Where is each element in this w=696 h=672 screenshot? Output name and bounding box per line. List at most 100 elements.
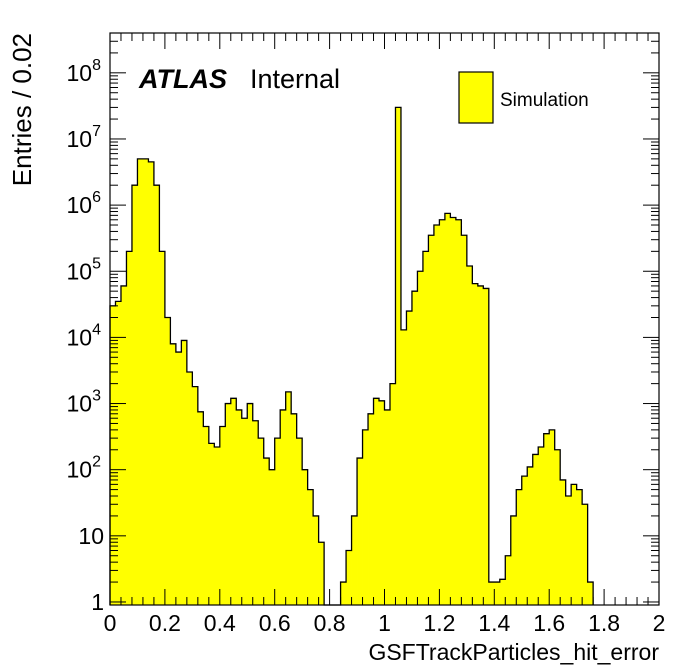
histogram-bin (258, 438, 265, 605)
histogram-bin (406, 311, 413, 605)
histogram-bin (400, 329, 407, 605)
y-tick-label: 105 (67, 255, 102, 284)
histogram-bin (395, 107, 402, 606)
legend-swatch (458, 71, 494, 124)
internal-label: Internal (250, 64, 340, 94)
histogram-bin (142, 158, 149, 605)
histogram-bin (153, 185, 160, 605)
histogram-bin (455, 219, 462, 605)
histogram-bin (120, 285, 127, 605)
histogram-bin (532, 454, 539, 605)
histogram-bin (126, 251, 133, 606)
histogram-bin (110, 305, 116, 605)
histogram-bin (291, 413, 298, 605)
histogram-bin (175, 352, 182, 605)
histogram-bin (148, 161, 155, 605)
histogram-bin (389, 383, 396, 605)
histogram-bin (576, 489, 583, 605)
histogram-bin (499, 579, 506, 605)
histogram-bin (131, 185, 138, 605)
x-tick-labels: 0 0.2 0.4 0.6 0.8 1 1.2 1.4 1.6 1.8 2 (104, 610, 666, 636)
y-tick-label: 103 (67, 388, 102, 417)
histogram-bin (549, 429, 556, 605)
histogram-bin (197, 411, 204, 605)
x-tick-label: 0.6 (259, 610, 291, 636)
histogram-bin (554, 449, 561, 605)
histogram-bin (214, 447, 221, 605)
histogram-bin (263, 458, 270, 605)
histogram-outline (109, 106, 594, 606)
x-tick-label: 0 (104, 610, 117, 636)
histogram-bin (285, 391, 292, 605)
histogram-bin (422, 251, 429, 606)
histogram-bin (362, 429, 369, 605)
histogram-bars (109, 106, 594, 606)
histogram-bin (219, 426, 226, 605)
y-tick-label: 102 (67, 454, 102, 483)
histogram-bin (379, 400, 385, 605)
histogram-bin (236, 409, 243, 605)
histogram-bin (247, 403, 254, 605)
histogram-bin (411, 291, 418, 605)
histogram-bin (571, 484, 578, 605)
histogram-bin (115, 301, 122, 605)
histogram-bin (230, 398, 237, 605)
histogram-bin (488, 582, 495, 605)
histogram-bin (357, 458, 363, 605)
histogram-bin (307, 489, 314, 605)
histogram-bin (483, 288, 490, 605)
histogram-bin (296, 438, 303, 605)
x-tick-label: 0.2 (149, 610, 181, 636)
histogram-bin (159, 251, 166, 606)
histogram-bin (137, 158, 144, 605)
legend-label-simulation: Simulation (500, 90, 589, 111)
histogram-bin (428, 235, 435, 605)
y-axis-title: Entries / 0.02 (7, 33, 37, 186)
axis-ticks (109, 32, 660, 606)
y-tick-label: 108 (67, 57, 102, 86)
histogram-bin (505, 555, 512, 605)
histogram-bin (192, 386, 199, 605)
histogram-bin (538, 447, 545, 605)
histogram-bin (521, 476, 528, 605)
histogram-bin (565, 496, 572, 605)
histogram-bin (433, 225, 440, 606)
histogram-bin (510, 515, 517, 605)
histogram-bin (384, 409, 391, 605)
x-tick-label: 1.2 (423, 610, 455, 636)
y-tick-label: 106 (67, 189, 102, 218)
histogram-bin (582, 504, 589, 605)
x-tick-label: 0.4 (204, 610, 236, 636)
atlas-label: ATLAS (138, 64, 227, 94)
histogram-bin (181, 340, 188, 605)
x-tick-label: 1.8 (588, 610, 620, 636)
histogram-bin (466, 266, 473, 605)
histogram-bin (269, 469, 276, 605)
y-tick-labels: 1 10 102 103 104 105 106 107 108 (67, 57, 105, 615)
histogram-bin (543, 433, 550, 605)
x-tick-label: 1 (378, 610, 391, 636)
histogram-bin (516, 489, 523, 605)
histogram-bin (302, 469, 309, 605)
legend: Simulation (458, 71, 589, 124)
histogram-bin (203, 426, 210, 605)
histogram-bin (560, 479, 567, 605)
histogram-bin (494, 582, 501, 605)
histogram-bin (170, 343, 177, 605)
histogram-bin (472, 283, 479, 605)
x-tick-label: 1.4 (478, 610, 510, 636)
histogram-bin (439, 219, 446, 605)
x-tick-label: 1.6 (533, 610, 565, 636)
histogram-bin (373, 398, 380, 605)
histogram-bin (313, 515, 320, 605)
histogram-bin (318, 542, 325, 605)
histogram-bin (368, 413, 374, 605)
histogram-bin (450, 217, 457, 605)
y-tick-label: 107 (67, 123, 102, 152)
histogram-bin (280, 409, 287, 605)
histogram-bin (477, 285, 484, 605)
histogram-bin (351, 515, 358, 605)
histogram-bin (225, 403, 232, 605)
histogram-bin (164, 317, 171, 605)
